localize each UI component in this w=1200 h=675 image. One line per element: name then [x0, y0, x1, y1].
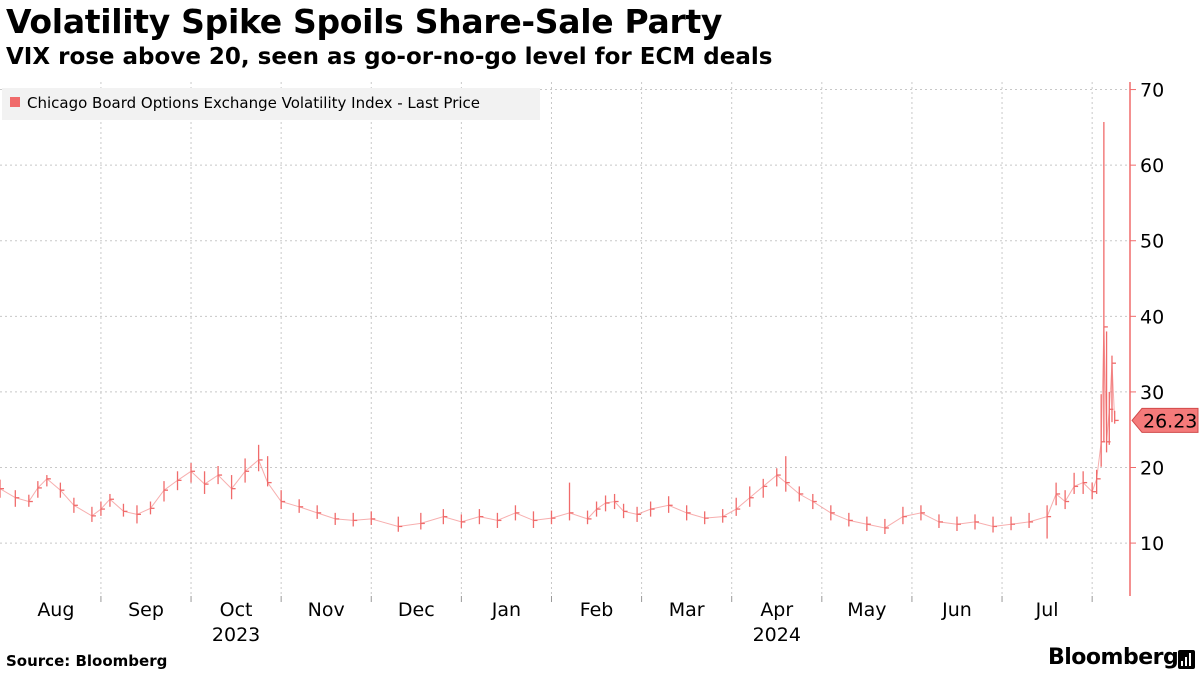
grid	[0, 82, 1130, 596]
chart-title: Volatility Spike Spoils Share-Sale Party	[6, 2, 723, 41]
chart-subtitle: VIX rose above 20, seen as go-or-no-go l…	[6, 44, 773, 70]
legend-label: Chicago Board Options Exchange Volatilit…	[27, 94, 480, 112]
y-tick-label: 60	[1140, 155, 1164, 177]
x-tick-label: Jun	[941, 599, 972, 621]
x-tick-label: Mar	[669, 599, 705, 621]
y-tick-label: 30	[1140, 382, 1164, 404]
labels: 10 20 30 40 50 60 70 Aug Sep Oct Nov Dec Jan Feb Mar Ap…	[2, 80, 1199, 646]
x-tick-label: May	[847, 599, 886, 621]
y-tick-label: 20	[1140, 458, 1164, 480]
legend-box	[2, 88, 540, 120]
vix-series	[0, 122, 1119, 539]
x-tick-label: Aug	[37, 599, 74, 621]
y-tick-label: 40	[1140, 306, 1164, 328]
x-tick-label: Feb	[580, 599, 614, 621]
last-value-callout	[1131, 407, 1199, 433]
price-line	[0, 326, 1116, 529]
y-tick-label: 50	[1140, 231, 1164, 253]
year-label: 2023	[212, 624, 260, 646]
y-tick-label: 70	[1140, 80, 1164, 102]
y-tick-label: 10	[1140, 533, 1164, 555]
axes	[100, 82, 1136, 602]
x-tick-label: Apr	[760, 599, 793, 621]
bloomberg-terminal-icon	[1178, 650, 1195, 669]
source-note: Source: Bloomberg	[6, 652, 168, 670]
x-tick-label: Nov	[308, 599, 345, 621]
x-tick-label: Sep	[128, 599, 164, 621]
x-tick-label: Dec	[398, 599, 435, 621]
x-tick-label: Oct	[220, 599, 253, 621]
year-label: 2024	[753, 624, 801, 646]
last-value-label: 26.23	[1143, 410, 1197, 432]
bloomberg-logo: Bloomberg	[1048, 645, 1179, 670]
x-tick-label: Jan	[491, 599, 521, 621]
x-tick-label: Jul	[1035, 599, 1059, 621]
legend-swatch	[10, 97, 20, 107]
